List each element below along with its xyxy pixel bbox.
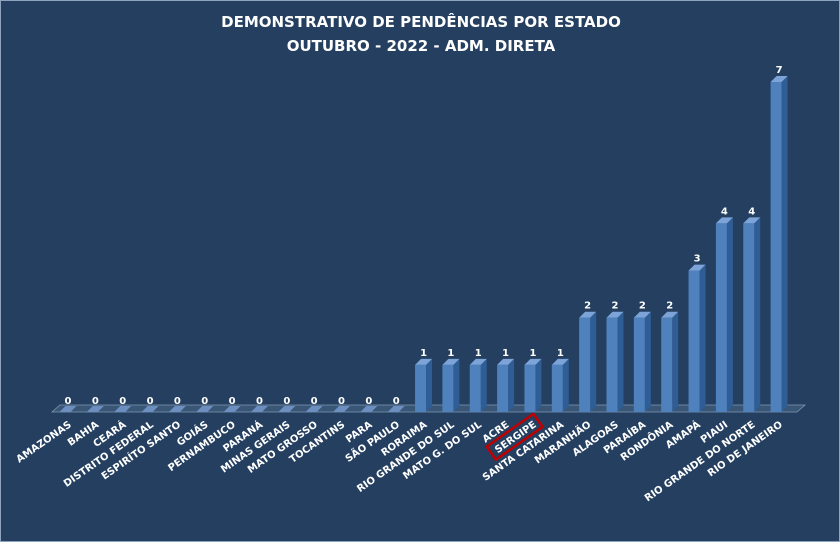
data-label: 2 <box>612 301 619 312</box>
bar <box>606 311 624 412</box>
data-label: 2 <box>639 301 646 312</box>
category-label: AMAZONAS <box>15 419 74 465</box>
data-label: 1 <box>557 348 564 359</box>
bar <box>442 358 460 412</box>
bar <box>114 406 132 412</box>
data-label: 0 <box>338 396 345 407</box>
data-label: 0 <box>393 396 400 407</box>
bar <box>196 406 214 412</box>
data-label: 0 <box>119 396 126 407</box>
data-label: 0 <box>311 396 318 407</box>
data-label: 1 <box>420 348 427 359</box>
bar <box>250 406 268 412</box>
data-label: 0 <box>229 396 236 407</box>
bar <box>415 358 433 412</box>
bar <box>579 311 597 412</box>
bar <box>333 406 350 412</box>
bar <box>770 76 788 412</box>
bar <box>497 358 515 412</box>
bar <box>278 406 296 412</box>
bar <box>715 217 733 412</box>
data-label: 0 <box>283 396 290 407</box>
bar <box>305 406 323 412</box>
bar <box>743 217 761 412</box>
data-label: 2 <box>584 301 591 312</box>
data-label: 1 <box>475 348 482 359</box>
bar <box>661 311 679 412</box>
data-label: 0 <box>365 396 372 407</box>
bar <box>551 358 569 412</box>
data-label: 0 <box>65 396 72 407</box>
bar <box>524 358 542 412</box>
bar <box>360 406 378 412</box>
bar <box>387 406 405 412</box>
data-label: 4 <box>721 206 728 217</box>
bar <box>86 406 104 412</box>
chart-title: DEMONSTRATIVO DE PENDÊNCIAS POR ESTADO <box>221 13 621 31</box>
data-label: 7 <box>776 65 783 76</box>
data-label: 1 <box>502 348 509 359</box>
data-label: 0 <box>147 396 154 407</box>
data-label: 1 <box>447 348 454 359</box>
bar <box>688 264 706 412</box>
bar <box>141 406 159 412</box>
data-label: 0 <box>92 396 99 407</box>
data-label: 1 <box>529 348 536 359</box>
chart-subtitle: OUTUBRO - 2022 - ADM. DIRETA <box>286 37 556 55</box>
bar <box>59 406 77 412</box>
highlight-box <box>484 412 545 462</box>
data-label: 0 <box>201 396 208 407</box>
data-label: 0 <box>256 396 263 407</box>
bar <box>168 406 186 412</box>
bar <box>633 311 651 412</box>
data-label: 0 <box>174 396 181 407</box>
bar <box>223 406 241 412</box>
data-label: 4 <box>748 206 755 217</box>
data-label: 2 <box>666 301 673 312</box>
data-label: 3 <box>694 254 701 265</box>
bar <box>469 358 487 412</box>
